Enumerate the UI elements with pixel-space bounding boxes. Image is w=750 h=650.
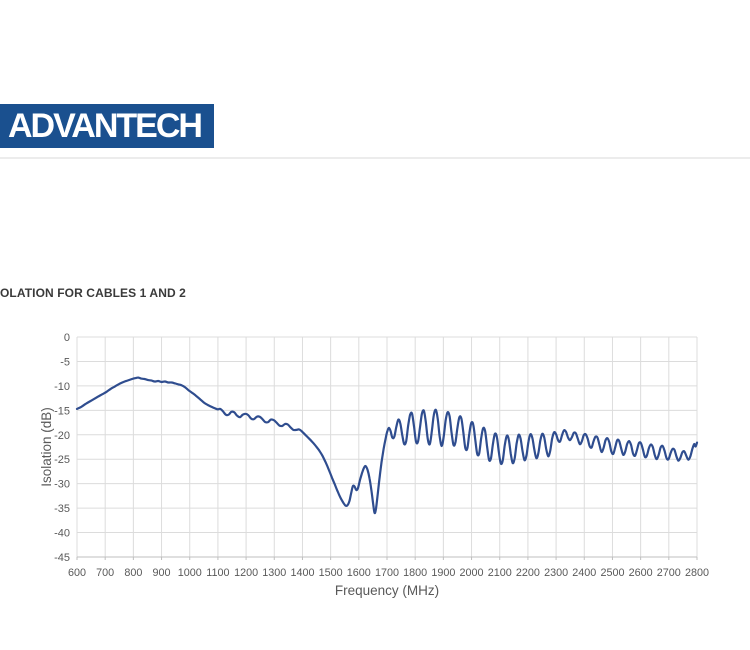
- svg-text:-20: -20: [54, 430, 70, 442]
- svg-text:2500: 2500: [600, 567, 624, 579]
- svg-text:2700: 2700: [657, 567, 681, 579]
- svg-text:1800: 1800: [403, 567, 427, 579]
- x-axis-title: Frequency (MHz): [335, 583, 439, 598]
- svg-text:700: 700: [96, 567, 114, 579]
- isolation-series-line: [75, 376, 699, 515]
- svg-text:2000: 2000: [460, 567, 484, 579]
- x-axis: [76, 556, 698, 560]
- svg-text:-15: -15: [54, 405, 70, 417]
- advantech-logo: ADVANTECH: [0, 104, 214, 148]
- svg-text:-25: -25: [54, 454, 70, 466]
- svg-text:600: 600: [68, 567, 86, 579]
- header-divider: [0, 157, 750, 159]
- svg-text:1200: 1200: [234, 567, 258, 579]
- svg-text:2600: 2600: [629, 567, 653, 579]
- svg-text:-5: -5: [60, 356, 70, 368]
- svg-text:2200: 2200: [516, 567, 540, 579]
- axis-titles: Frequency (MHz) Isolation (dB): [39, 407, 439, 598]
- svg-text:1400: 1400: [290, 567, 314, 579]
- svg-text:2100: 2100: [488, 567, 512, 579]
- svg-text:1500: 1500: [319, 567, 343, 579]
- advantech-logo-text: ADVANTECH: [8, 107, 203, 145]
- svg-text:-10: -10: [54, 381, 70, 393]
- svg-text:1700: 1700: [375, 567, 399, 579]
- svg-text:-40: -40: [54, 528, 70, 540]
- svg-text:-35: -35: [54, 503, 70, 515]
- chart-series: [75, 376, 699, 515]
- svg-text:2800: 2800: [685, 567, 709, 579]
- svg-text:1000: 1000: [178, 567, 202, 579]
- svg-text:1600: 1600: [347, 567, 371, 579]
- svg-text:1900: 1900: [431, 567, 455, 579]
- svg-text:-45: -45: [54, 552, 70, 564]
- x-axis-labels: 600 700 800 900 1000 1100 1200 1300 1400 1500 1600…: [68, 567, 709, 579]
- y-axis-labels: 0 -5 -10 -15 -20 -25 -30 -35 -40 -45: [54, 332, 70, 564]
- svg-text:800: 800: [124, 567, 142, 579]
- chart-title: OLATION FOR CABLES 1 AND 2: [0, 286, 186, 300]
- svg-text:2400: 2400: [572, 567, 596, 579]
- y-axis-title: Isolation (dB): [39, 407, 54, 487]
- svg-text:900: 900: [153, 567, 171, 579]
- svg-text:1300: 1300: [262, 567, 286, 579]
- svg-text:2300: 2300: [544, 567, 568, 579]
- svg-text:1100: 1100: [206, 567, 229, 579]
- svg-text:0: 0: [64, 332, 70, 344]
- svg-text:-30: -30: [54, 479, 70, 491]
